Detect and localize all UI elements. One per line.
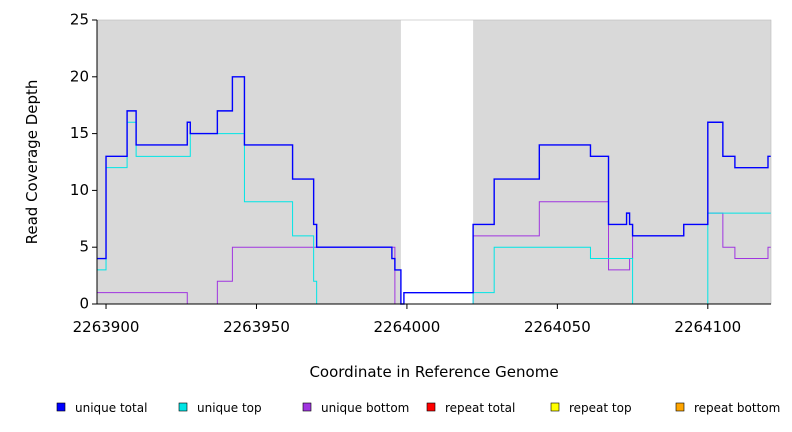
legend-label: unique total: [75, 401, 147, 415]
series-line-unique-top: [97, 121, 771, 305]
tick-labels: 0 5 10 15 20 25 2263900 2263950 2264000 2264050 22…: [70, 11, 741, 337]
legend: unique total unique top unique bottom repea…: [56, 401, 780, 415]
y-tick-label: 20: [70, 67, 89, 85]
legend-swatch: [426, 402, 436, 412]
legend-swatch: [675, 402, 685, 412]
legend-swatch: [550, 402, 560, 412]
x-tick-label: 2263900: [73, 318, 140, 336]
legend-swatch: [302, 402, 312, 412]
series-line-unique-bottom: [97, 201, 771, 305]
x-tick-label: 2263950: [223, 318, 290, 336]
y-tick-label: 5: [79, 238, 89, 256]
legend-item-repeat-total: repeat total: [426, 401, 515, 415]
x-axis-label: Coordinate in Reference Genome: [309, 363, 558, 381]
legend-item-unique-total: unique total: [56, 401, 147, 415]
legend-swatch: [56, 402, 66, 412]
y-axis-label: Read Coverage Depth: [23, 80, 41, 245]
legend-item-unique-bottom: unique bottom: [302, 401, 409, 415]
legend-item-repeat-bottom: repeat bottom: [675, 401, 780, 415]
x-tick-label: 2264050: [524, 318, 591, 336]
shaded-region-1: [97, 20, 401, 304]
legend-label: unique bottom: [321, 401, 409, 415]
legend-swatch: [178, 402, 188, 412]
y-tick-label: 25: [70, 11, 89, 29]
shaded-regions: [97, 20, 771, 304]
legend-label: unique top: [197, 401, 262, 415]
legend-label: repeat bottom: [694, 401, 780, 415]
legend-label: repeat top: [569, 401, 632, 415]
x-tick-label: 2264000: [374, 318, 441, 336]
axes: [92, 19, 772, 309]
legend-item-repeat-top: repeat top: [550, 401, 632, 415]
shaded-region-2: [473, 20, 771, 304]
y-tick-label: 0: [79, 295, 89, 313]
legend-label: repeat total: [445, 401, 515, 415]
y-tick-label: 15: [70, 124, 89, 142]
legend-item-unique-top: unique top: [178, 401, 262, 415]
x-tick-label: 2264100: [674, 318, 741, 336]
y-tick-label: 10: [70, 181, 89, 199]
